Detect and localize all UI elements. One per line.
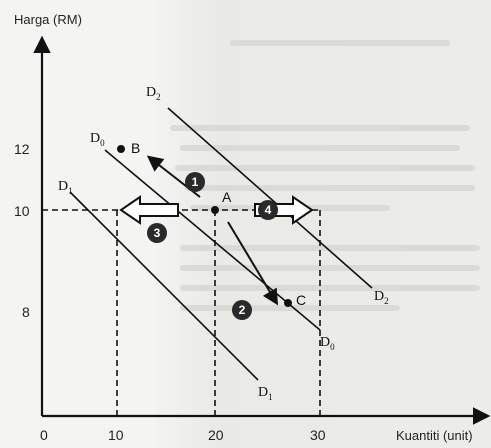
point-b — [117, 145, 125, 153]
demand-curve-d1 — [69, 191, 259, 381]
shift-left-arrow — [119, 195, 179, 225]
point-label-a: A — [222, 189, 232, 205]
x-axis-title: Kuantiti (unit) — [396, 428, 473, 443]
point-a — [211, 206, 219, 214]
x-tick-0: 0 — [40, 427, 48, 443]
badge-3-text: 3 — [154, 226, 161, 240]
badge-3 — [147, 223, 167, 243]
demand-curve-d2 — [167, 107, 373, 289]
badge-4 — [258, 200, 278, 220]
y-axis-title: Harga (RM) — [14, 12, 82, 27]
x-tick-30: 30 — [310, 427, 326, 443]
y-tick-8: 8 — [22, 304, 30, 320]
label-d0-bottom: D0 — [320, 335, 335, 352]
x-tick-20: 20 — [208, 427, 224, 443]
badge-2-text: 2 — [239, 303, 246, 317]
arrow-a-to-c — [227, 221, 279, 306]
y-tick-12: 12 — [14, 141, 30, 157]
badge-1-text: 1 — [192, 175, 199, 189]
label-d1-bottom: D1 — [258, 385, 273, 402]
badge-2 — [232, 300, 252, 320]
badge-1 — [185, 172, 205, 192]
badge-4-text: 4 — [265, 203, 272, 217]
label-d1: D1 — [58, 179, 73, 196]
point-c — [284, 299, 292, 307]
demand-curve-d0 — [104, 149, 321, 331]
label-d2-bottom: D2 — [374, 289, 389, 306]
label-d2-top: D2 — [146, 85, 161, 102]
y-tick-10: 10 — [14, 203, 30, 219]
point-label-c: C — [296, 292, 306, 308]
label-d0-top: D0 — [90, 131, 105, 148]
point-label-b: B — [131, 140, 140, 156]
x-tick-10: 10 — [108, 427, 124, 443]
